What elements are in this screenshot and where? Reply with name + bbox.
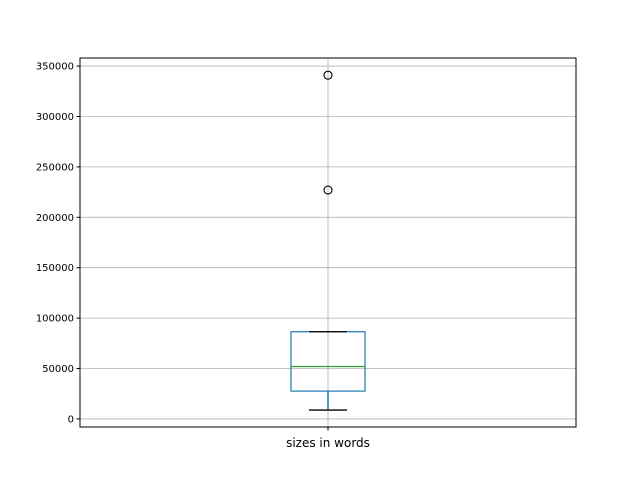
outlier-point xyxy=(323,185,333,195)
y-tick-label: 50000 xyxy=(42,364,74,375)
x-axis: sizes in words xyxy=(286,427,370,450)
boxes xyxy=(290,70,366,411)
y-axis: 0 50000 100000 150000 200000 250000 300000 3500… xyxy=(36,62,80,425)
y-tick-label: 250000 xyxy=(36,162,74,173)
y-tick-label: 0 xyxy=(68,414,74,425)
x-tick-label: sizes in words xyxy=(286,436,370,450)
y-tick-label: 150000 xyxy=(36,263,74,274)
y-tick-label: 300000 xyxy=(36,112,74,123)
grid-lines xyxy=(80,58,576,427)
outlier-point xyxy=(323,70,333,80)
y-tick-label: 350000 xyxy=(36,62,74,73)
y-tick-label: 100000 xyxy=(36,314,74,325)
y-tick-label: 200000 xyxy=(36,213,74,224)
